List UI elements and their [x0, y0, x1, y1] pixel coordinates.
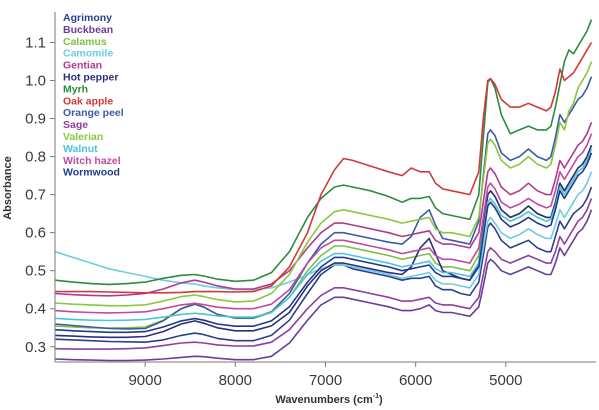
y-tick-label-5: 0.8	[25, 149, 46, 166]
series-line-2	[54, 144, 593, 329]
y-tick-label-7: 1.0	[25, 72, 46, 89]
legend-item-2: Calamus	[63, 36, 107, 48]
series-line-8	[54, 76, 593, 330]
series-line-1	[54, 209, 593, 362]
series-line-13	[54, 152, 593, 334]
x-axis-title-main: Wavenumbers (cm	[275, 394, 373, 406]
series-line-12	[54, 133, 593, 314]
y-tick-label-1: 0.4	[25, 301, 46, 318]
x-tick-label-2: 7000	[309, 372, 342, 389]
legend-item-9: Sage	[63, 119, 88, 131]
legend-item-13: Wormwood	[63, 167, 120, 179]
series-line-5	[54, 144, 593, 339]
x-tick-label-4: 5000	[489, 372, 522, 389]
legend-item-7: Oak apple	[63, 95, 113, 107]
y-axis-ticks: 0.3 0.4 0.5 0.6 0.7 0.8 0.9 1.0 1.1	[25, 34, 55, 356]
y-tick-label-4: 0.7	[25, 187, 46, 204]
series-line-11	[54, 148, 593, 322]
x-tick-label-0: 9000	[128, 372, 161, 389]
x-tick-label-3: 6000	[399, 372, 432, 389]
legend-item-3: Camomile	[63, 48, 113, 60]
x-axis-title-superscript: -1	[373, 393, 379, 400]
legend-item-10: Valerian	[63, 131, 103, 143]
x-axis-title: Wavenumbers (cm-1)	[275, 393, 383, 406]
legend-item-11: Walnut	[63, 143, 98, 155]
y-tick-label-0: 0.3	[25, 339, 46, 356]
legend-item-5: Hot pepper	[63, 72, 118, 84]
series-line-3	[54, 171, 593, 291]
legend-item-0: Agrimony	[63, 12, 112, 24]
x-axis-title-close: )	[379, 394, 383, 406]
legend-item-12: Witch hazel	[63, 155, 121, 167]
x-tick-label-1: 8000	[219, 372, 252, 389]
series-line-9	[54, 198, 593, 350]
legend-item-6: Myrh	[63, 83, 88, 95]
legend: AgrimonyBuckbeanCalamusCamomileGentianHo…	[63, 12, 124, 179]
series-line-6	[54, 19, 593, 286]
y-axis-title: Absorbance	[2, 156, 14, 220]
legend-item-1: Buckbean	[63, 24, 113, 36]
series-line-4	[54, 122, 593, 297]
series-line-7	[55, 41, 593, 294]
y-tick-label-6: 0.9	[25, 111, 46, 128]
y-tick-label-3: 0.6	[25, 225, 46, 242]
y-tick-label-8: 1.1	[25, 34, 46, 51]
y-tick-label-2: 0.5	[25, 263, 46, 280]
series-line-10	[54, 61, 593, 307]
legend-item-8: Orange peel	[63, 107, 124, 119]
series-lines	[54, 19, 593, 362]
legend-item-4: Gentian	[63, 60, 102, 72]
x-axis-ticks: 9000 8000 7000 6000 5000	[128, 362, 523, 389]
series-line-0	[54, 186, 593, 343]
